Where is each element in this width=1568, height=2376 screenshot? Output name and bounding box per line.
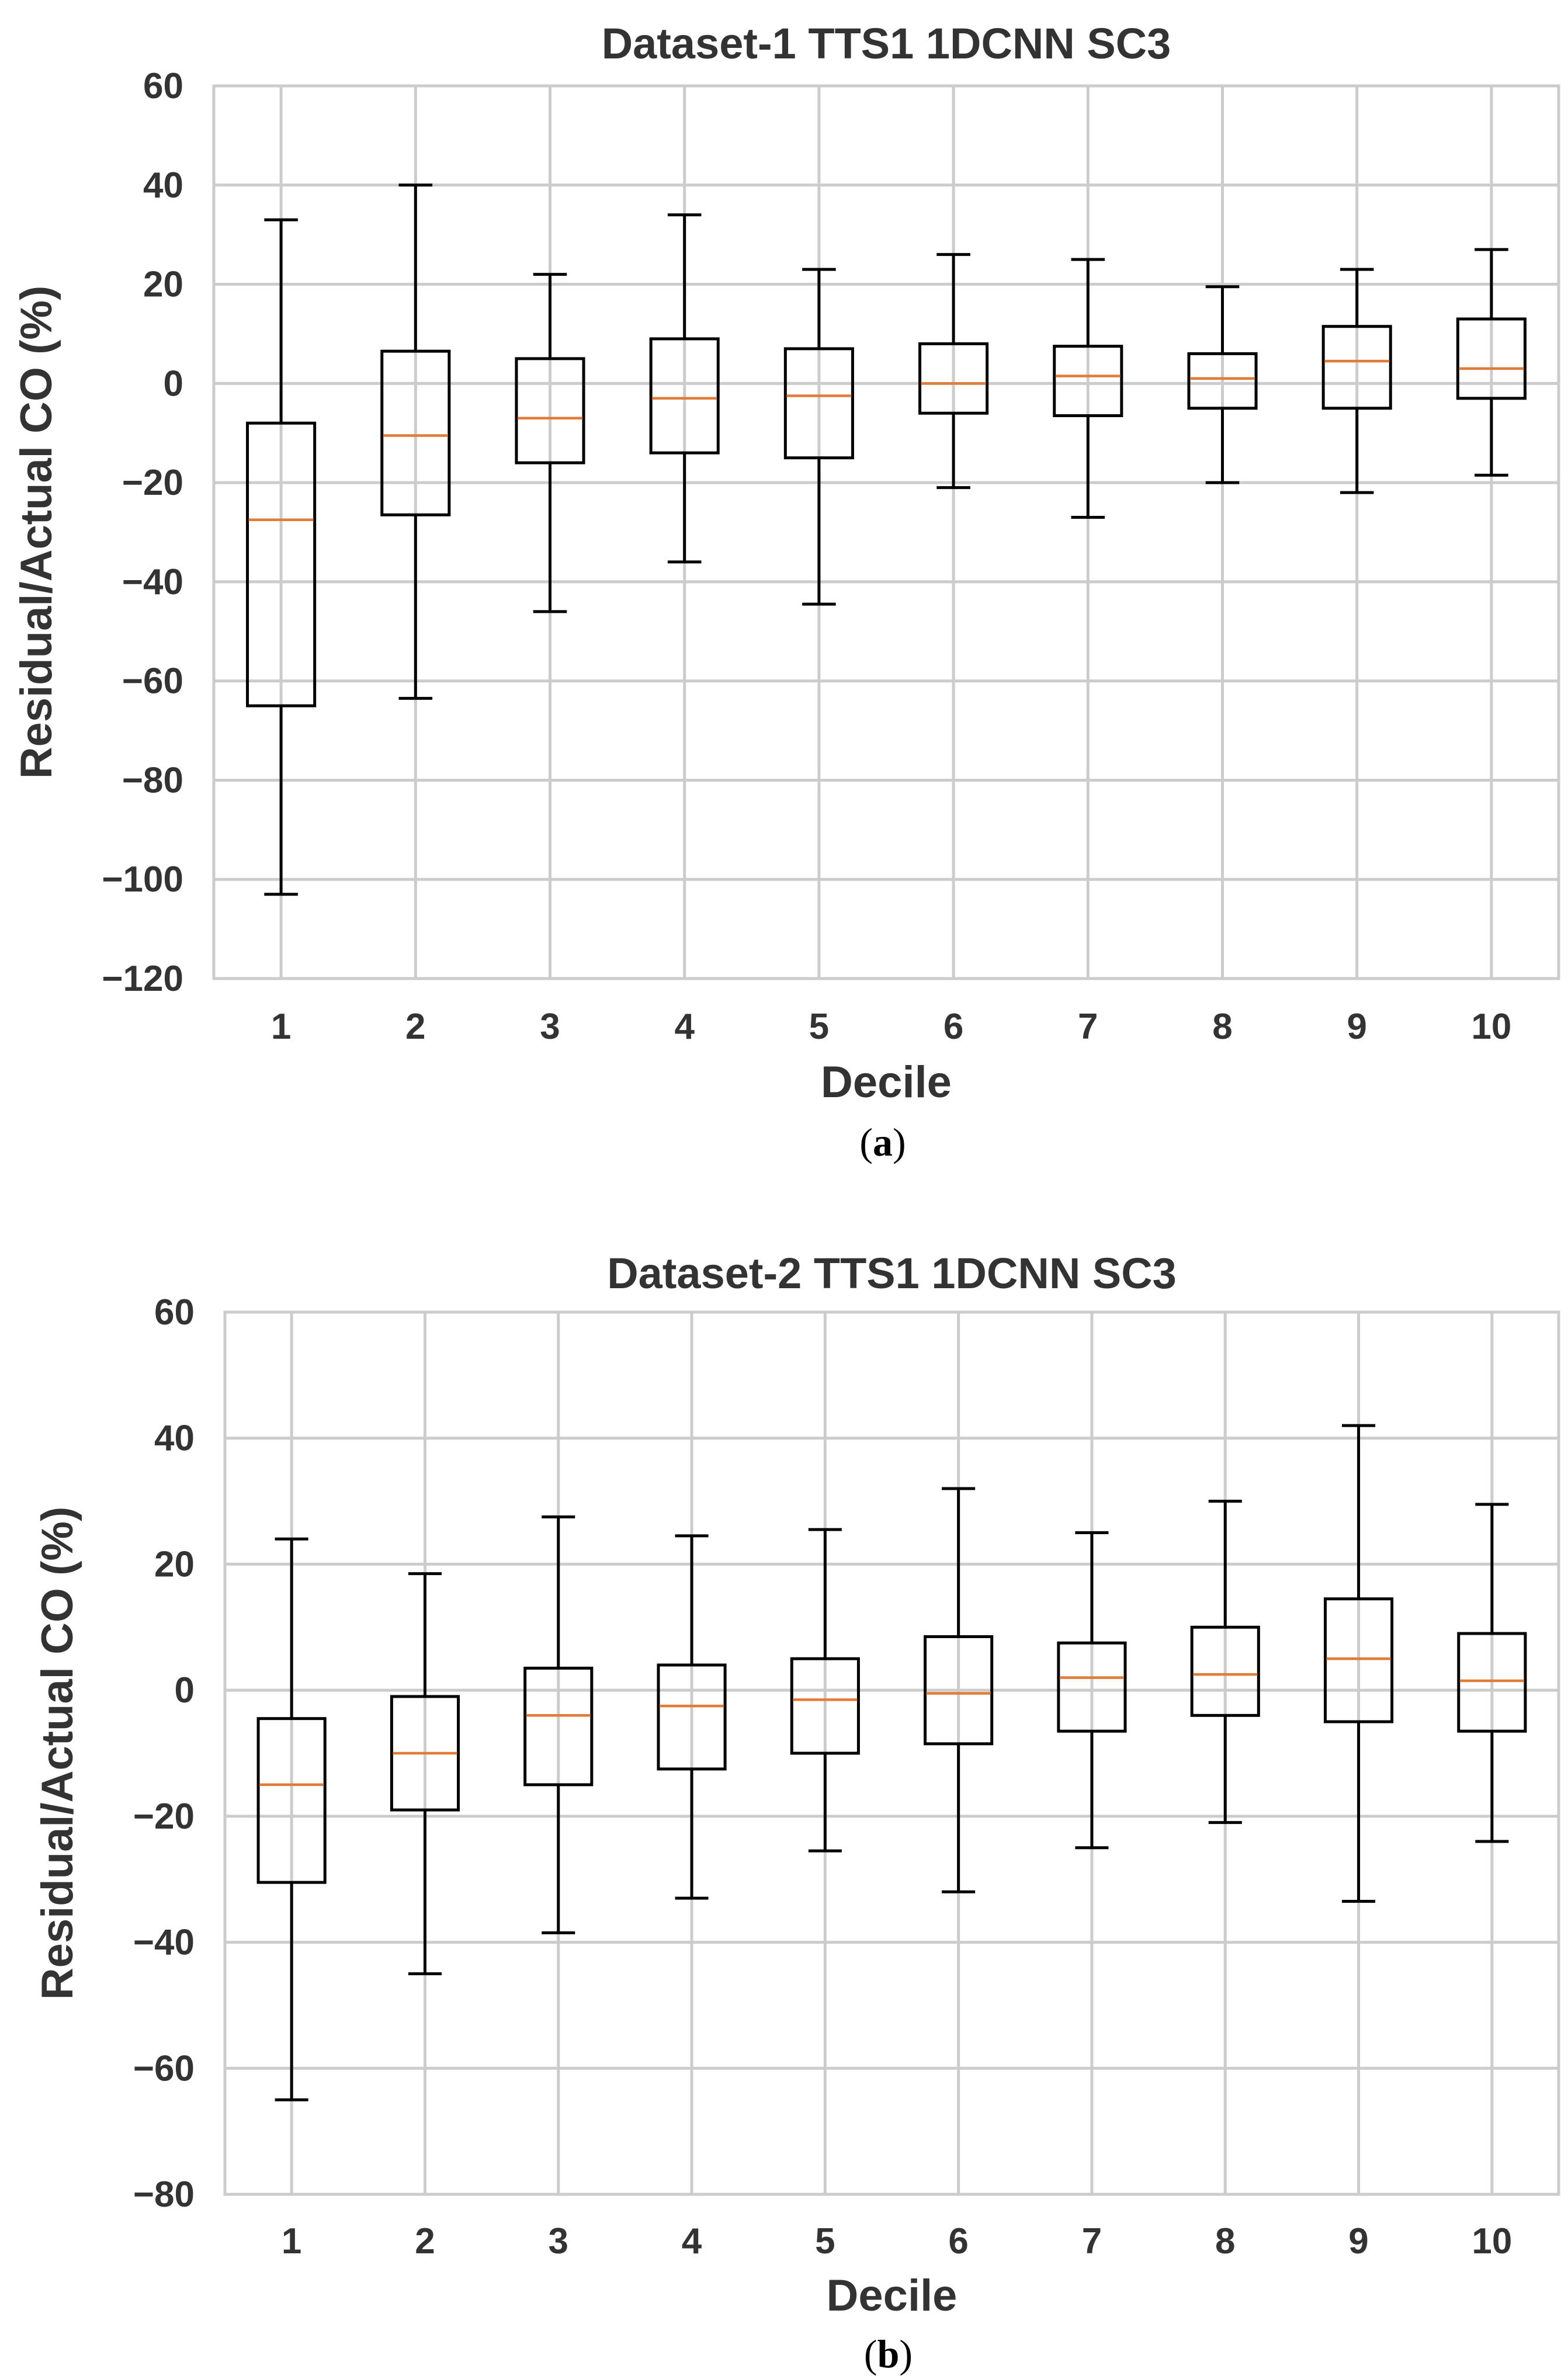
x-axis-label: Decile xyxy=(821,1057,952,1107)
interquartile-box xyxy=(1323,1597,1394,1723)
interquartile-box xyxy=(523,1666,594,1787)
interquartile-box xyxy=(924,1635,994,1746)
box-plot-decile-5 xyxy=(790,1528,860,1853)
y-tick-label: 0 xyxy=(164,363,183,404)
x-tick-label: 5 xyxy=(815,2221,835,2261)
y-tick-label: −100 xyxy=(102,859,183,900)
y-tick-label: −60 xyxy=(122,661,183,702)
x-tick-label: 7 xyxy=(1082,2221,1102,2261)
x-tick-label: 8 xyxy=(1215,2221,1235,2261)
panel-caption: (a) xyxy=(859,1120,906,1164)
y-tick-label: −60 xyxy=(133,2048,195,2089)
y-tick-label: 40 xyxy=(154,1418,195,1459)
x-tick-label: 4 xyxy=(674,1007,695,1047)
interquartile-box xyxy=(1187,352,1258,410)
x-tick-label: 1 xyxy=(282,2221,301,2261)
box-plot-decile-9 xyxy=(1321,268,1392,494)
box-plot-decile-4 xyxy=(657,1534,727,1900)
x-tick-label: 10 xyxy=(1472,2221,1512,2261)
plot-area-frame xyxy=(212,84,1560,980)
y-axis-label: Residual/Actual CO (%) xyxy=(33,1507,82,2000)
box-plot-decile-7 xyxy=(1053,258,1123,519)
box-plot-decile-2 xyxy=(390,1572,460,1975)
x-tick-label: 9 xyxy=(1348,2221,1368,2261)
chart-title: Dataset-1 TTS1 1DCNN SC3 xyxy=(602,19,1171,68)
box-plot-decile-6 xyxy=(924,1487,994,1893)
panel-caption-letter: b xyxy=(877,2332,900,2376)
y-tick-label: −40 xyxy=(133,1923,195,1963)
x-tick-label: 2 xyxy=(405,1007,425,1047)
box-plot-decile-1 xyxy=(256,1537,327,2101)
box-plot-decile-1 xyxy=(246,218,317,896)
interquartile-box xyxy=(657,1663,727,1771)
y-tick-label: −20 xyxy=(133,1796,195,1837)
chart-panel-a: 60 40 20 0 −20 −40 −60 −80 −100 −120 1 2 3 4 5 6 7 8 9 10 Da… xyxy=(12,19,1560,1164)
box-plot-decile-8 xyxy=(1187,285,1258,484)
y-tick-label: −40 xyxy=(122,562,183,602)
x-tick-label: 4 xyxy=(682,2221,702,2261)
plot-area-frame xyxy=(223,1310,1560,2196)
y-axis-label: Residual/Actual CO (%) xyxy=(12,286,61,779)
box-plot-decile-8 xyxy=(1190,1500,1260,1825)
interquartile-box xyxy=(1321,325,1392,410)
interquartile-box xyxy=(380,349,451,516)
box-plot-decile-3 xyxy=(523,1515,594,1934)
interquartile-box xyxy=(790,1657,860,1755)
box-plot-decile-6 xyxy=(918,253,989,490)
interquartile-box xyxy=(515,357,585,464)
interquartile-box xyxy=(1190,1625,1260,1717)
interquartile-box xyxy=(390,1695,460,1812)
y-tick-label: 60 xyxy=(154,1292,195,1333)
chart-panel-b: 60 40 20 0 −20 −40 −60 −80 1 2 3 4 5 6 7 8 9 10 Dataset-2 … xyxy=(33,1249,1560,2376)
interquartile-box xyxy=(1456,317,1527,400)
x-tick-label: 10 xyxy=(1471,1007,1511,1047)
interquartile-box xyxy=(1057,1641,1127,1733)
box-plot-decile-10 xyxy=(1456,248,1527,477)
x-tick-label: 1 xyxy=(271,1007,291,1047)
y-tick-label: 20 xyxy=(154,1544,195,1584)
y-tick-label: −80 xyxy=(122,760,183,800)
x-tick-label: 5 xyxy=(809,1007,829,1047)
interquartile-box xyxy=(918,342,989,415)
y-tick-label: 40 xyxy=(143,165,183,206)
box-plot-decile-3 xyxy=(515,273,585,613)
box-plot-decile-7 xyxy=(1057,1531,1127,1850)
y-tick-label: −80 xyxy=(133,2174,195,2215)
interquartile-box xyxy=(1457,1632,1527,1733)
y-tick-label: −20 xyxy=(122,463,183,503)
interquartile-box xyxy=(256,1717,327,1884)
x-tick-label: 8 xyxy=(1212,1007,1232,1047)
chart-title: Dataset-2 TTS1 1DCNN SC3 xyxy=(607,1249,1177,1298)
x-tick-label: 6 xyxy=(948,2221,968,2261)
y-tick-label: 0 xyxy=(175,1670,195,1711)
box-plot-decile-4 xyxy=(649,213,720,564)
x-tick-label: 3 xyxy=(540,1007,560,1047)
x-tick-label: 9 xyxy=(1347,1007,1366,1047)
y-tick-label: −120 xyxy=(102,959,183,999)
x-axis-label: Decile xyxy=(827,2271,958,2320)
interquartile-box xyxy=(246,421,317,707)
box-plot-decile-2 xyxy=(380,183,451,700)
x-tick-label: 3 xyxy=(549,2221,568,2261)
x-tick-label: 2 xyxy=(415,2221,435,2261)
x-tick-label: 7 xyxy=(1078,1007,1098,1047)
y-tick-label: 20 xyxy=(143,265,183,305)
interquartile-box xyxy=(783,347,854,460)
x-tick-label: 6 xyxy=(943,1007,963,1047)
interquartile-box xyxy=(1053,345,1123,418)
interquartile-box xyxy=(649,337,720,455)
panel-caption: (b) xyxy=(864,2332,913,2376)
box-plot-decile-5 xyxy=(783,268,854,606)
box-plot-decile-10 xyxy=(1457,1503,1527,1843)
y-tick-label: 60 xyxy=(143,66,183,106)
panel-caption-letter: a xyxy=(873,1120,893,1164)
box-plot-decile-9 xyxy=(1323,1424,1394,1903)
